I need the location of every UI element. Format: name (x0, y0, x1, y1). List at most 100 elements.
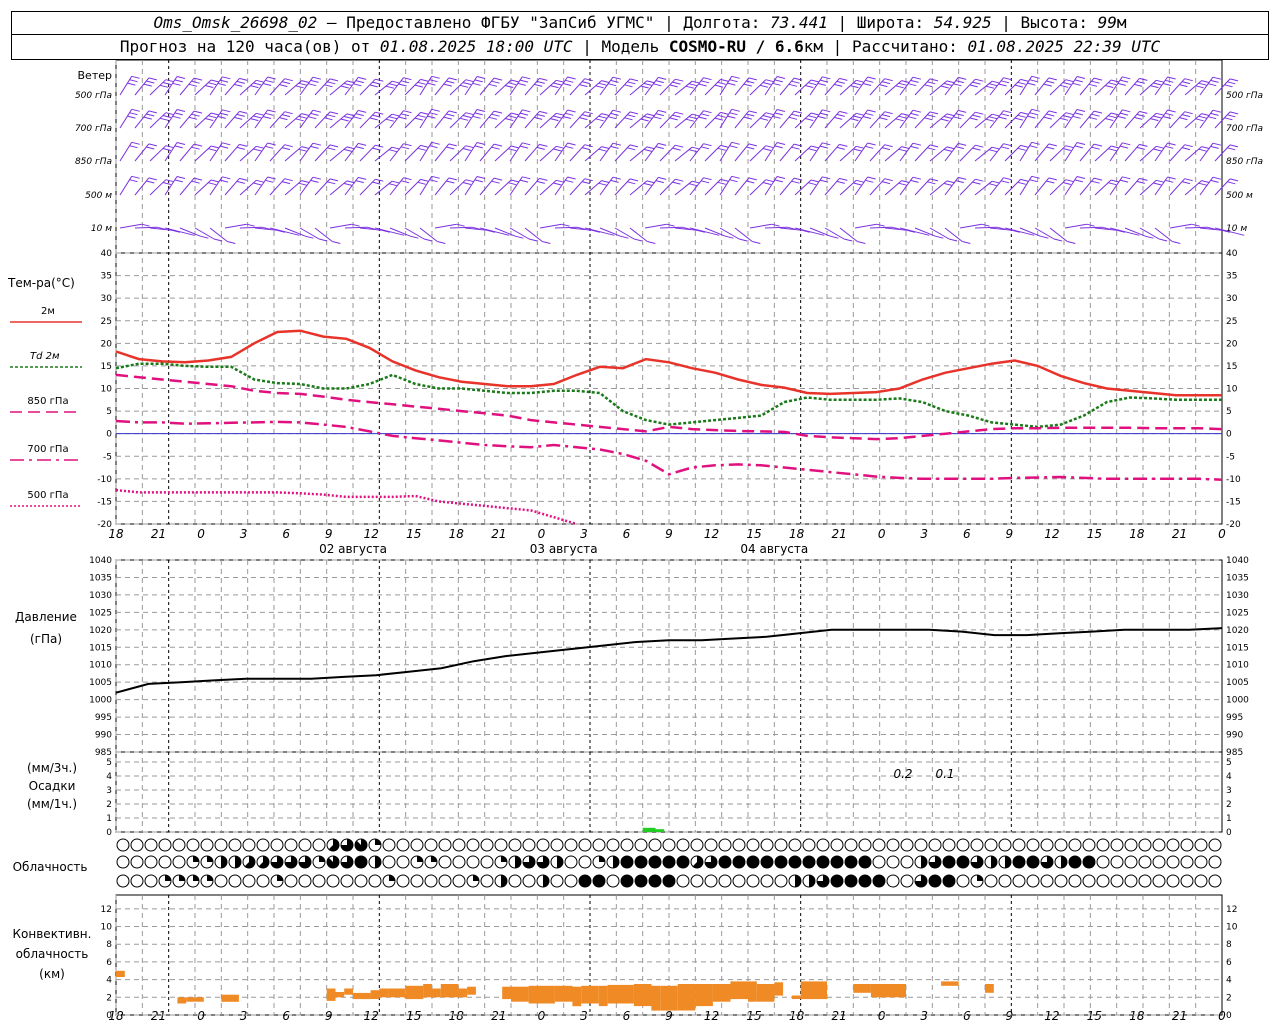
wind-barb-feather (748, 143, 757, 147)
cloud-circle (844, 838, 858, 852)
cloud-fill-part (515, 856, 521, 868)
wind-barb-feather (688, 116, 698, 120)
model-label: Модель (601, 37, 669, 56)
cloud-circle (298, 838, 312, 852)
wind-barb-feather (1046, 180, 1055, 184)
wind-barb-feather (975, 111, 984, 115)
wind-barb-feather (324, 117, 333, 121)
cloud-circle (130, 874, 144, 888)
wind-barb-feather (1165, 79, 1174, 83)
wind-barb-feather (627, 181, 636, 185)
wind-barb-feather (1074, 145, 1083, 149)
wind-barb-feather (448, 143, 457, 147)
wind-barb-feather (988, 183, 998, 187)
cloud-circle (1082, 838, 1096, 852)
wind-barb-feather (1000, 146, 1010, 150)
wind-barb-feather (431, 75, 440, 79)
wind-barb (269, 178, 286, 196)
cloud-circle (998, 838, 1012, 852)
wind-barb (854, 176, 869, 196)
wind-barb (1034, 227, 1055, 240)
wind-barb (1199, 76, 1214, 96)
wind-barb-feather (400, 146, 410, 150)
cloud-fill-part (692, 855, 704, 868)
precip-unit-3h: (мм/3ч.) (27, 761, 77, 775)
cloud-fill-part (271, 856, 283, 868)
cloud-fill-full (677, 856, 689, 868)
wind-barb-feather (808, 148, 817, 152)
cloud-circle (312, 838, 326, 852)
wind-barb-feather (610, 79, 619, 83)
time-tick-label: 18 (449, 527, 465, 541)
cloud-circle (1180, 874, 1194, 888)
wind-barb-feather (239, 143, 248, 147)
wind-barb (989, 143, 1004, 162)
wind-barb (284, 227, 306, 237)
wind-barb-feather (791, 113, 800, 117)
wind-barb-feather (431, 141, 440, 145)
wind-barb-feather (1020, 178, 1029, 182)
time-tick-label: 15 (1087, 527, 1102, 541)
wind-barb-feather (1043, 83, 1052, 87)
cloud-fill-full (649, 856, 661, 868)
cloud-fill-full (817, 856, 829, 868)
wind-barb (359, 78, 376, 96)
precip-tick-right: 4 (1226, 772, 1232, 782)
wind-barb-feather (327, 181, 336, 185)
wind-barb-feather (459, 84, 469, 88)
wind-barb-feather (388, 83, 398, 87)
wind-barb (599, 227, 621, 237)
cloud-fill-full (355, 856, 367, 868)
pressure-tick-right: 1015 (1226, 643, 1249, 653)
wind-barb-feather (729, 112, 738, 116)
wind-barb (749, 79, 767, 96)
wind-barb-feather (355, 80, 364, 84)
wind-barb-feather (629, 178, 639, 182)
wind-barb-feather (284, 111, 293, 115)
wind-barb-feather (1167, 142, 1176, 146)
wind-barb-feather (510, 179, 520, 183)
wind-barb-feather (1153, 82, 1162, 86)
wind-barb-feather (643, 82, 652, 86)
wind-barb-feather (1134, 83, 1143, 87)
time-tick-label-bottom: 12 (704, 1009, 719, 1023)
wind-barb-feather (1122, 76, 1131, 80)
wind-barb-feather (539, 77, 548, 81)
wind-barb-feather (1229, 78, 1239, 82)
wind-barb-feather (643, 115, 652, 119)
precip-tick-right: 5 (1226, 758, 1232, 768)
conv-tick-right: 12 (1226, 905, 1237, 915)
cloud-circle (214, 874, 228, 888)
wind-barb-feather (774, 179, 783, 183)
wind-barb-feather (219, 112, 229, 116)
cloud-circle (508, 874, 522, 888)
cloud-fill-part (341, 856, 353, 868)
wind-barb-feather (581, 81, 591, 85)
wind-barb-feather (510, 145, 520, 149)
wind-barb-feather (327, 147, 336, 151)
wind-barb-feather (505, 118, 514, 121)
wind-barb-feather (1093, 177, 1103, 181)
wind-barb-feather (1122, 142, 1131, 146)
wind-barb-feather (472, 82, 481, 86)
wind-barb-feather (762, 115, 772, 118)
latitude-label: Широта: (856, 13, 934, 32)
wind-barb-feather (388, 116, 398, 120)
wind-barb-feather (672, 181, 681, 185)
wind-barb-feather (975, 78, 984, 82)
wind-barb-feather (822, 176, 831, 180)
cloud-circle (536, 838, 550, 852)
wind-barb-feather (955, 146, 964, 150)
wind-barb (869, 226, 893, 229)
wind-level-label: 500 м (85, 191, 112, 201)
wind-barb-feather (305, 235, 314, 239)
cloud-fill-part (705, 856, 717, 868)
wind-barb-feather (910, 112, 919, 116)
wind-barb-feather (655, 146, 664, 150)
wind-barb (464, 142, 478, 162)
wind-barb-feather (159, 84, 169, 88)
wind-barb-feather (239, 77, 248, 81)
wind-barb-feather (1065, 145, 1074, 149)
cloud-circle (564, 838, 578, 852)
wind-barb-feather (414, 84, 424, 88)
